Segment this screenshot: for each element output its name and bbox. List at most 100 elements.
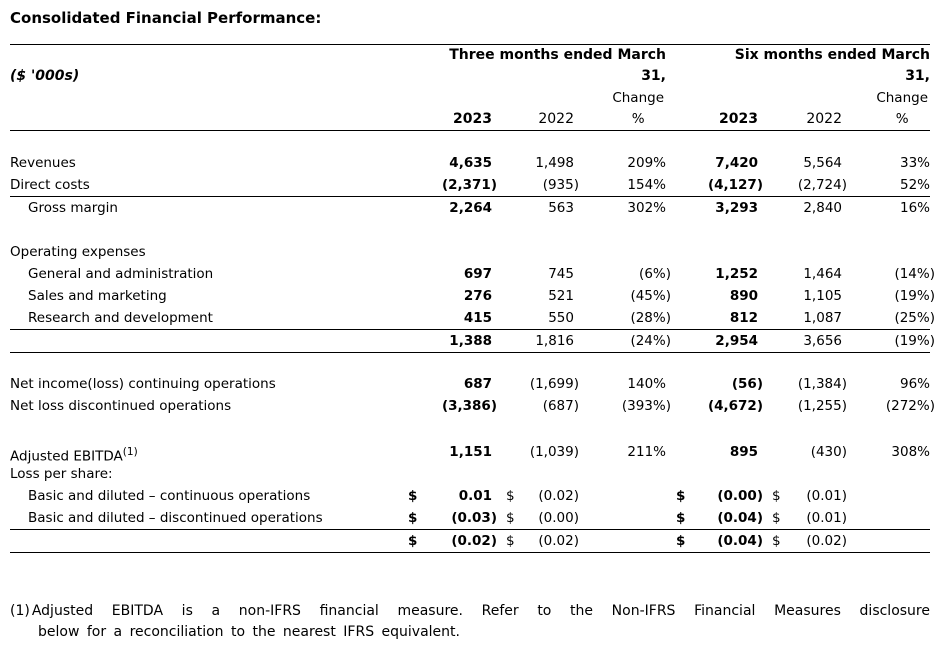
value-cell: (1,384) [797, 376, 847, 392]
row-net-income-continuing: Net income(loss) continuing operations 6… [10, 373, 930, 395]
value-cell: $ (0.02) [492, 485, 579, 507]
value-cell: 154% [627, 177, 666, 193]
value-cell: 812 [729, 310, 758, 326]
value-cell: 687 [463, 376, 492, 392]
value-cell: 140% [627, 376, 666, 392]
value-cell: $ (0.03) [398, 507, 497, 529]
dollar-sign: $ [408, 488, 418, 504]
row-label: Loss per share: [10, 466, 113, 482]
table-rule [10, 529, 930, 530]
dollar-sign: $ [676, 510, 686, 526]
change-header-three-months: Change % [612, 90, 664, 127]
dollar-sign: $ [506, 510, 515, 526]
table-rule [10, 329, 930, 330]
value-cell: (19%) [894, 288, 935, 304]
row-label: Net loss discontinued operations [10, 398, 232, 414]
value-cell: (393%) [621, 398, 671, 414]
table-rule-header-bottom [10, 130, 930, 131]
dollar-sign: $ [408, 533, 418, 549]
value-cell: 52% [899, 177, 930, 193]
value-cell: 895 [729, 444, 758, 460]
value-cell: 521 [548, 288, 574, 304]
value-cell: $ (0.01) [758, 485, 847, 507]
row-operating-expenses-total: 1,388 1,816 (24%) 2,954 3,656 (19%) [10, 330, 935, 352]
value-cell: (1,699) [529, 376, 579, 392]
value-cell: (272%) [885, 398, 935, 414]
period-header-six-months: Six months ended March 31, [734, 47, 930, 84]
value-cell: 7,420 [715, 155, 758, 171]
value-cell: 4,635 [449, 155, 492, 171]
dollar-sign: $ [506, 488, 515, 504]
table-rule-bottom [10, 552, 930, 553]
table-header: ($ '000s) Three months ended March 31, S… [10, 45, 930, 130]
value-cell: 211% [627, 444, 666, 460]
col-header-2022-six-months: 2022 [806, 111, 842, 127]
period-header-three-months: Three months ended March 31, [449, 47, 666, 84]
row-label: Operating expenses [10, 244, 146, 260]
table-rule-top [10, 44, 930, 45]
value-cell: (45%) [630, 288, 671, 304]
value-cell: 1,816 [535, 333, 574, 349]
footnote-reference: (1) [122, 446, 138, 458]
value-cell: 1,105 [803, 288, 842, 304]
dollar-sign: $ [772, 510, 781, 526]
value-cell: $ (0.02) [492, 530, 579, 552]
value-cell: 5,564 [803, 155, 842, 171]
row-sales-and-marketing: Sales and marketing 276 521 (45%) 890 1,… [10, 285, 935, 307]
value-cell: 415 [463, 310, 492, 326]
dollar-sign: $ [506, 533, 515, 549]
dollar-sign: $ [408, 510, 418, 526]
value-cell: 745 [548, 266, 574, 282]
value-cell: 209% [627, 155, 666, 171]
row-research-and-development: Research and development 415 550 (28%) 8… [10, 307, 935, 329]
value-cell: 16% [899, 200, 930, 216]
value-cell: (4,127) [707, 177, 763, 193]
value-cell: $0.01 [398, 485, 492, 507]
value-cell: 563 [548, 200, 574, 216]
dollar-sign: $ [772, 488, 781, 504]
row-gross-margin: Gross margin 2,264 563 302% 3,293 2,840 … [10, 197, 930, 219]
value-cell: (19%) [894, 333, 935, 349]
value-cell: 2,954 [715, 333, 758, 349]
value-cell: 1,087 [803, 310, 842, 326]
value-cell: (2,371) [441, 177, 497, 193]
value-cell: $ (0.04) [666, 507, 763, 529]
value-cell: 3,293 [715, 200, 758, 216]
units-label: ($ '000s) [10, 68, 80, 84]
dollar-sign: $ [676, 533, 686, 549]
value-cell: 2,840 [803, 200, 842, 216]
row-eps-total: $ (0.02) $ (0.02) $ (0.04) $ (0.02) [10, 530, 930, 552]
dollar-sign: $ [676, 488, 686, 504]
value-cell: (430) [810, 444, 847, 460]
value-cell: $ (0.00) [492, 507, 579, 529]
value-cell: (25%) [894, 310, 935, 326]
row-label: Direct costs [10, 177, 90, 193]
row-label: Adjusted EBITDA(1) [10, 446, 138, 465]
row-adjusted-ebitda: Adjusted EBITDA(1) 1,151 (1,039) 211% 89… [10, 441, 930, 465]
footnote-line1: (1) Adjusted EBITDA is a non-IFRS financi… [10, 601, 930, 622]
value-cell: 1,498 [535, 155, 574, 171]
value-cell: (14%) [894, 266, 935, 282]
change-header-six-months: Change % [876, 90, 928, 127]
value-cell: 1,252 [715, 266, 758, 282]
footnote-text: Adjusted EBITDA is a non-IFRS financial … [31, 603, 930, 619]
col-header-2022-three-months: 2022 [538, 111, 574, 127]
row-eps-continuous: Basic and diluted – continuous operation… [10, 485, 930, 507]
col-header-2023-six-months: 2023 [719, 111, 758, 127]
row-net-loss-discontinued: Net loss discontinued operations (3,386)… [10, 395, 935, 417]
value-cell: 697 [463, 266, 492, 282]
value-cell: (935) [542, 177, 579, 193]
value-cell: (4,672) [707, 398, 763, 414]
value-cell: 1,464 [803, 266, 842, 282]
row-label: Revenues [10, 155, 76, 171]
value-cell: (1,255) [797, 398, 847, 414]
row-label: Net income(loss) continuing operations [10, 376, 276, 392]
value-cell: $ (0.02) [758, 530, 847, 552]
value-cell: 890 [729, 288, 758, 304]
value-cell: (1,039) [529, 444, 579, 460]
value-cell: 33% [899, 155, 930, 171]
table-rule [10, 196, 930, 197]
row-label: Basic and diluted – discontinued operati… [28, 510, 323, 526]
footnote: (1) Adjusted EBITDA is a non-IFRS financi… [10, 601, 930, 643]
